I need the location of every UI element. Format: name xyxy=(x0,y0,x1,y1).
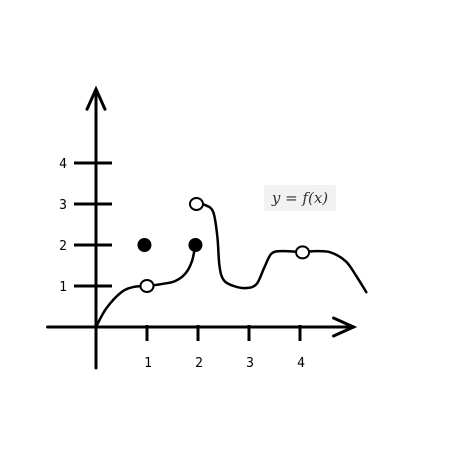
y-tick-label-3: 3 xyxy=(59,198,67,213)
x-tick-label-3: 3 xyxy=(246,356,254,371)
function-curves xyxy=(94,202,368,329)
y-tick-label-1: 1 xyxy=(59,280,67,295)
function-points xyxy=(137,197,311,293)
axis-ticks: 1 2 3 4 1 2 3 4 xyxy=(59,157,305,371)
x-axis-arrowhead xyxy=(332,316,358,338)
y-tick-label-4: 4 xyxy=(59,157,67,172)
open-point-5 xyxy=(295,245,311,260)
curve-segment-1 xyxy=(94,243,197,329)
open-point-3 xyxy=(139,279,155,293)
open-point-4 xyxy=(188,197,204,211)
function-label-background xyxy=(264,185,336,211)
function-label: y = f(x) xyxy=(264,185,336,211)
x-tick-label-4: 4 xyxy=(297,356,305,371)
x-tick-label-1: 1 xyxy=(144,356,152,371)
filled-point-1 xyxy=(137,238,152,252)
function-label-text: y = f(x) xyxy=(271,189,328,207)
y-tick-label-2: 2 xyxy=(59,239,67,254)
curve-segment-2 xyxy=(196,202,304,290)
curve-segment-3 xyxy=(301,249,368,294)
filled-point-2 xyxy=(188,238,203,252)
y-axis-arrowhead xyxy=(85,85,107,111)
x-tick-label-2: 2 xyxy=(195,356,203,371)
